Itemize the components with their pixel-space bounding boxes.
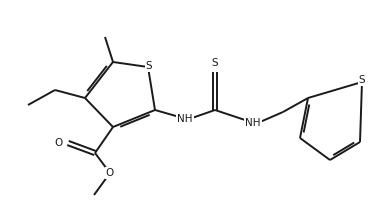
Text: S: S — [146, 61, 152, 71]
Text: S: S — [359, 75, 365, 85]
Text: NH: NH — [177, 114, 193, 124]
Text: S: S — [212, 58, 218, 68]
Text: NH: NH — [245, 118, 261, 128]
Text: O: O — [106, 168, 114, 178]
Text: O: O — [55, 138, 63, 148]
